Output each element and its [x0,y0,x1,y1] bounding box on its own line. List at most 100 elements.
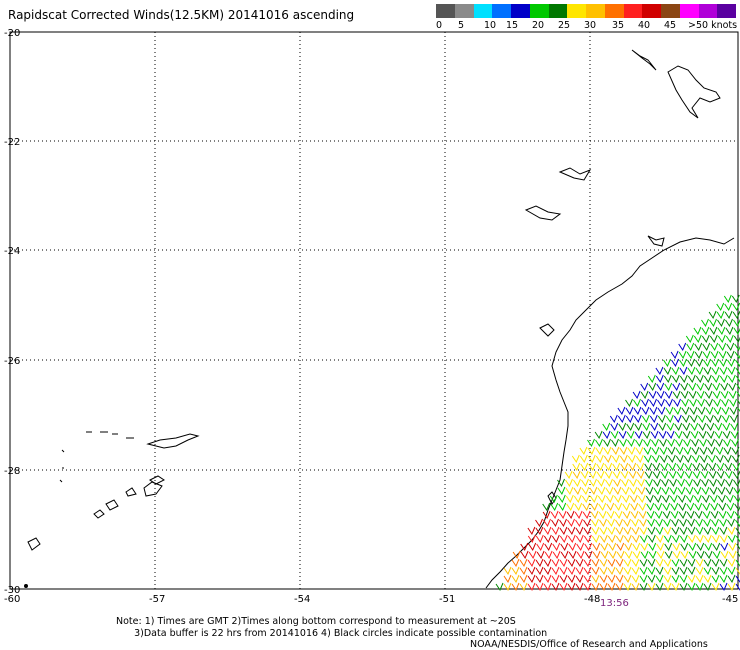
wind-barb [727,582,736,592]
wind-barb [575,566,584,576]
wind-barb [557,478,565,488]
wind-barb [701,318,709,328]
wind-barb [607,526,616,536]
wind-speed-legend: 0 5 10 15 20 25 30 35 40 45 >50 knots [436,4,737,34]
wind-barb [550,510,559,520]
wind-barb [734,503,740,512]
wind-barb [732,310,740,320]
wind-barb [694,502,703,512]
wind-barb [663,518,671,528]
wind-barb [590,502,599,512]
coastline-segment [105,499,119,511]
wind-barb [696,390,705,400]
wind-barb [733,487,740,496]
wind-barb [573,494,582,504]
wind-barb [695,582,704,592]
wind-barb [559,574,568,584]
wind-barb [503,574,512,584]
wind-barb [734,351,740,360]
wind-barb [664,542,673,552]
wind-barb [726,342,735,352]
legend-swatch [454,4,474,18]
wind-barb [703,526,712,536]
wind-barb [685,478,693,488]
wind-barb [589,494,598,504]
wind-barb [707,454,716,464]
wind-barb [703,582,712,592]
wind-barb [725,486,734,496]
legend-label: 0 [436,20,443,31]
wind-barb [631,574,640,584]
wind-barb [718,350,727,360]
wind-barb [695,374,704,384]
wind-barb [729,398,737,408]
wind-barb [680,542,689,552]
wind-barb [625,406,634,416]
wind-barb [681,406,690,416]
wind-barb [719,358,727,368]
wind-barb [552,542,561,552]
wind-barb [535,534,544,544]
wind-barb [543,574,552,584]
wind-barb [717,478,725,488]
wind-barb [664,382,673,392]
wind-barb [566,510,575,520]
wind-barb [659,438,667,448]
wind-barb [687,558,696,568]
wind-barb [735,375,740,383]
wind-barb [659,454,668,464]
wind-barb [611,438,619,448]
wind-barb [629,478,637,488]
wind-barb [607,534,616,544]
wind-barb [631,534,640,544]
wind-barb [655,566,664,576]
wind-barb [733,495,740,504]
wind-barb [711,526,720,536]
wind-barb [543,534,552,544]
legend-swatch [492,4,511,18]
wind-barb [728,542,737,552]
lat-tick-label: -30 [4,585,20,596]
wind-barb [567,518,575,528]
lon-tick-label: -48 [584,594,600,605]
wind-barb [543,566,552,576]
wind-barb [657,414,666,424]
wind-barb [703,534,712,544]
wind-barb [632,550,641,560]
wind-barb [519,558,528,568]
wind-barb [587,454,596,464]
wind-barb [549,494,558,504]
wind-barb [519,582,528,592]
coastline-segment [143,481,163,497]
legend-swatch [604,4,624,18]
coastline-segment [485,237,735,589]
wind-barb [656,550,665,560]
legend-label: 5 [458,20,465,31]
wind-barb [659,446,668,456]
wind-barb [695,518,703,528]
wind-barb [707,438,715,448]
wind-barb [558,510,567,520]
wind-barb [665,406,674,416]
wind-barb [725,478,733,488]
legend-swatch [436,4,455,18]
wind-barb [703,558,712,568]
wind-barb [655,526,664,536]
wind-barb [677,486,686,496]
wind-barb [679,582,688,592]
wind-barb [573,486,582,496]
wind-barb [624,542,633,552]
wind-barb [733,318,740,328]
wind-barb [592,550,601,560]
wind-barb [583,526,592,536]
wind-barb [583,582,592,592]
wind-barb [607,566,616,576]
wind-barb [710,510,719,520]
lon-tick-label: -51 [439,594,455,605]
legend-swatch [586,4,605,18]
wind-barb [625,398,633,408]
wind-barb [697,406,706,416]
wind-barb [628,462,637,472]
wind-barb [615,534,624,544]
